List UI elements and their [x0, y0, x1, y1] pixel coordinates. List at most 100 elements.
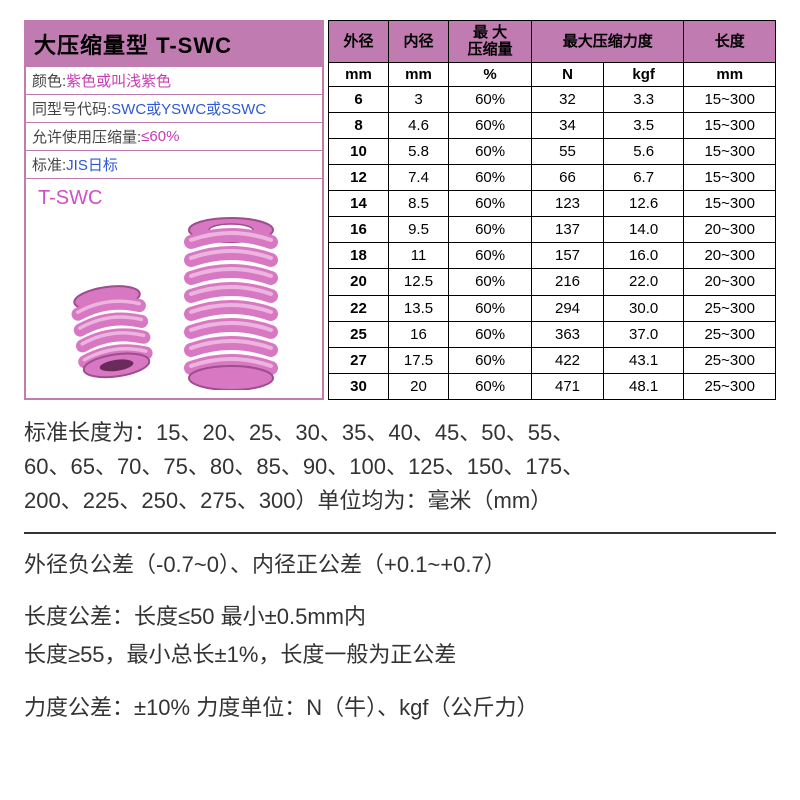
table-cell: 25~300: [684, 321, 776, 347]
table-cell: 43.1: [603, 347, 684, 373]
table-cell: 30: [329, 373, 389, 399]
separator: [24, 532, 776, 534]
table-cell: 55: [532, 138, 604, 164]
unit-header: mm: [329, 62, 389, 86]
unit-header: %: [449, 62, 532, 86]
table-cell: 32: [532, 86, 604, 112]
notes-block-tolerance: 外径负公差（-0.7~0）、内径正公差（+0.1~+0.7） 长度公差：长度≤5…: [24, 548, 776, 724]
header-row: 外径内径最 大压缩量最大压缩力度长度: [329, 21, 776, 63]
info-label: 标准:: [32, 154, 66, 175]
table-cell: 12: [329, 165, 389, 191]
table-cell: 471: [532, 373, 604, 399]
table-cell: 60%: [449, 191, 532, 217]
info-value: 紫色或叫浅紫色: [66, 70, 171, 91]
table-cell: 12.6: [603, 191, 684, 217]
table-cell: 6.7: [603, 165, 684, 191]
table-cell: 422: [532, 347, 604, 373]
table-row: 2717.560%42243.125~300: [329, 347, 776, 373]
table-cell: 5.8: [389, 138, 449, 164]
table-cell: 27: [329, 347, 389, 373]
table-cell: 20: [389, 373, 449, 399]
info-value: JIS日标: [66, 154, 118, 175]
table-cell: 18: [329, 243, 389, 269]
table-cell: 9.5: [389, 217, 449, 243]
notes-section: 标准长度为：15、20、25、30、35、40、45、50、55、 60、65、…: [24, 416, 776, 725]
table-cell: 5.6: [603, 138, 684, 164]
table-cell: 15~300: [684, 86, 776, 112]
table-cell: 48.1: [603, 373, 684, 399]
table-row: 105.860%555.615~300: [329, 138, 776, 164]
table-row: 6360%323.315~300: [329, 86, 776, 112]
table-row: 2213.560%29430.025~300: [329, 295, 776, 321]
table-cell: 123: [532, 191, 604, 217]
note-line: 长度≥55，最小总长±1%，长度一般为正公差: [24, 638, 776, 672]
table-cell: 60%: [449, 321, 532, 347]
info-value: ≤60%: [141, 128, 179, 145]
table-cell: 66: [532, 165, 604, 191]
table-row: 181160%15716.020~300: [329, 243, 776, 269]
info-line-color: 颜色: 紫色或叫浅紫色: [26, 66, 322, 94]
info-panel: 大压缩量型 T-SWC 颜色: 紫色或叫浅紫色 同型号代码: SWC或YSWC或…: [24, 20, 324, 400]
table-cell: 34: [532, 112, 604, 138]
table-cell: 12.5: [389, 269, 449, 295]
spring-label: T-SWC: [38, 187, 316, 210]
table-cell: 7.4: [389, 165, 449, 191]
table-cell: 17.5: [389, 347, 449, 373]
notes-block-lengths: 标准长度为：15、20、25、30、35、40、45、50、55、 60、65、…: [24, 416, 776, 518]
table-cell: 60%: [449, 373, 532, 399]
col-header: 长度: [684, 21, 776, 63]
table-cell: 13.5: [389, 295, 449, 321]
spring-area: T-SWC: [26, 178, 322, 398]
table-cell: 22.0: [603, 269, 684, 295]
table-cell: 60%: [449, 243, 532, 269]
table-cell: 294: [532, 295, 604, 321]
table-cell: 15~300: [684, 138, 776, 164]
table-cell: 20~300: [684, 243, 776, 269]
table-row: 127.460%666.715~300: [329, 165, 776, 191]
table-cell: 6: [329, 86, 389, 112]
table-cell: 3.5: [603, 112, 684, 138]
table-cell: 60%: [449, 86, 532, 112]
info-label: 颜色:: [32, 70, 66, 91]
table-cell: 3.3: [603, 86, 684, 112]
note-line: 60、65、70、75、80、85、90、100、125、150、175、: [24, 450, 776, 484]
table-cell: 60%: [449, 217, 532, 243]
table-cell: 16.0: [603, 243, 684, 269]
table-cell: 60%: [449, 295, 532, 321]
table-cell: 20: [329, 269, 389, 295]
unit-header: N: [532, 62, 604, 86]
table-cell: 3: [389, 86, 449, 112]
table-cell: 8.5: [389, 191, 449, 217]
table-cell: 157: [532, 243, 604, 269]
table-row: 251660%36337.025~300: [329, 321, 776, 347]
table-head: 外径内径最 大压缩量最大压缩力度长度 mmmm%Nkgfmm: [329, 21, 776, 87]
table-row: 84.660%343.515~300: [329, 112, 776, 138]
table-cell: 25~300: [684, 347, 776, 373]
top-row: 大压缩量型 T-SWC 颜色: 紫色或叫浅紫色 同型号代码: SWC或YSWC或…: [24, 20, 776, 400]
table-cell: 25~300: [684, 295, 776, 321]
table-row: 169.560%13714.020~300: [329, 217, 776, 243]
table-cell: 37.0: [603, 321, 684, 347]
info-value: SWC或YSWC或SSWC: [111, 98, 266, 119]
table-cell: 14.0: [603, 217, 684, 243]
table-cell: 25~300: [684, 373, 776, 399]
unit-row: mmmm%Nkgfmm: [329, 62, 776, 86]
table-cell: 8: [329, 112, 389, 138]
table-cell: 30.0: [603, 295, 684, 321]
table-cell: 16: [329, 217, 389, 243]
col-header: 最 大压缩量: [449, 21, 532, 63]
col-header: 内径: [389, 21, 449, 63]
info-label: 同型号代码:: [32, 98, 111, 119]
table-cell: 137: [532, 217, 604, 243]
spring-icon: [56, 215, 286, 390]
table-cell: 16: [389, 321, 449, 347]
table-cell: 216: [532, 269, 604, 295]
info-label: 允许使用压缩量:: [32, 126, 141, 147]
table-cell: 4.6: [389, 112, 449, 138]
table-cell: 15~300: [684, 165, 776, 191]
table-cell: 15~300: [684, 191, 776, 217]
note-line: 长度公差：长度≤50 最小±0.5mm内: [24, 600, 776, 634]
table-row: 2012.560%21622.020~300: [329, 269, 776, 295]
note-line: 标准长度为：15、20、25、30、35、40、45、50、55、: [24, 416, 776, 450]
note-line: 200、225、250、275、300）单位均为：毫米（mm）: [24, 484, 776, 518]
